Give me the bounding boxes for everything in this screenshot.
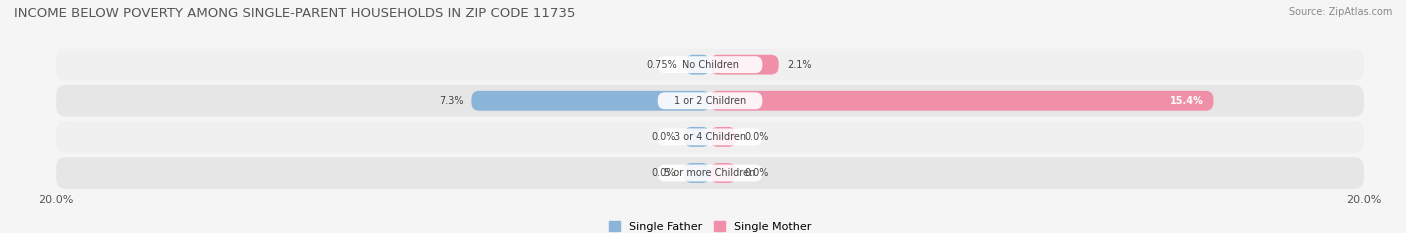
Text: Source: ZipAtlas.com: Source: ZipAtlas.com <box>1288 7 1392 17</box>
FancyBboxPatch shape <box>686 55 710 75</box>
FancyBboxPatch shape <box>56 121 1364 153</box>
FancyBboxPatch shape <box>710 163 737 183</box>
Text: 1 or 2 Children: 1 or 2 Children <box>673 96 747 106</box>
Text: 0.0%: 0.0% <box>651 132 676 142</box>
FancyBboxPatch shape <box>710 91 1213 111</box>
FancyBboxPatch shape <box>683 127 710 147</box>
Text: 5 or more Children: 5 or more Children <box>665 168 755 178</box>
FancyBboxPatch shape <box>56 49 1364 81</box>
FancyBboxPatch shape <box>56 85 1364 117</box>
Text: 0.75%: 0.75% <box>647 60 678 70</box>
Legend: Single Father, Single Mother: Single Father, Single Mother <box>609 221 811 232</box>
FancyBboxPatch shape <box>658 56 762 73</box>
FancyBboxPatch shape <box>56 157 1364 189</box>
FancyBboxPatch shape <box>710 55 779 75</box>
Text: No Children: No Children <box>682 60 738 70</box>
Text: 3 or 4 Children: 3 or 4 Children <box>673 132 747 142</box>
Text: 7.3%: 7.3% <box>439 96 463 106</box>
FancyBboxPatch shape <box>710 127 737 147</box>
Text: 0.0%: 0.0% <box>744 168 769 178</box>
FancyBboxPatch shape <box>658 128 762 145</box>
Text: 0.0%: 0.0% <box>651 168 676 178</box>
Text: 0.0%: 0.0% <box>744 132 769 142</box>
FancyBboxPatch shape <box>658 164 762 182</box>
FancyBboxPatch shape <box>471 91 710 111</box>
Text: INCOME BELOW POVERTY AMONG SINGLE-PARENT HOUSEHOLDS IN ZIP CODE 11735: INCOME BELOW POVERTY AMONG SINGLE-PARENT… <box>14 7 575 20</box>
Text: 15.4%: 15.4% <box>1170 96 1204 106</box>
FancyBboxPatch shape <box>683 163 710 183</box>
FancyBboxPatch shape <box>658 92 762 109</box>
Text: 2.1%: 2.1% <box>787 60 811 70</box>
